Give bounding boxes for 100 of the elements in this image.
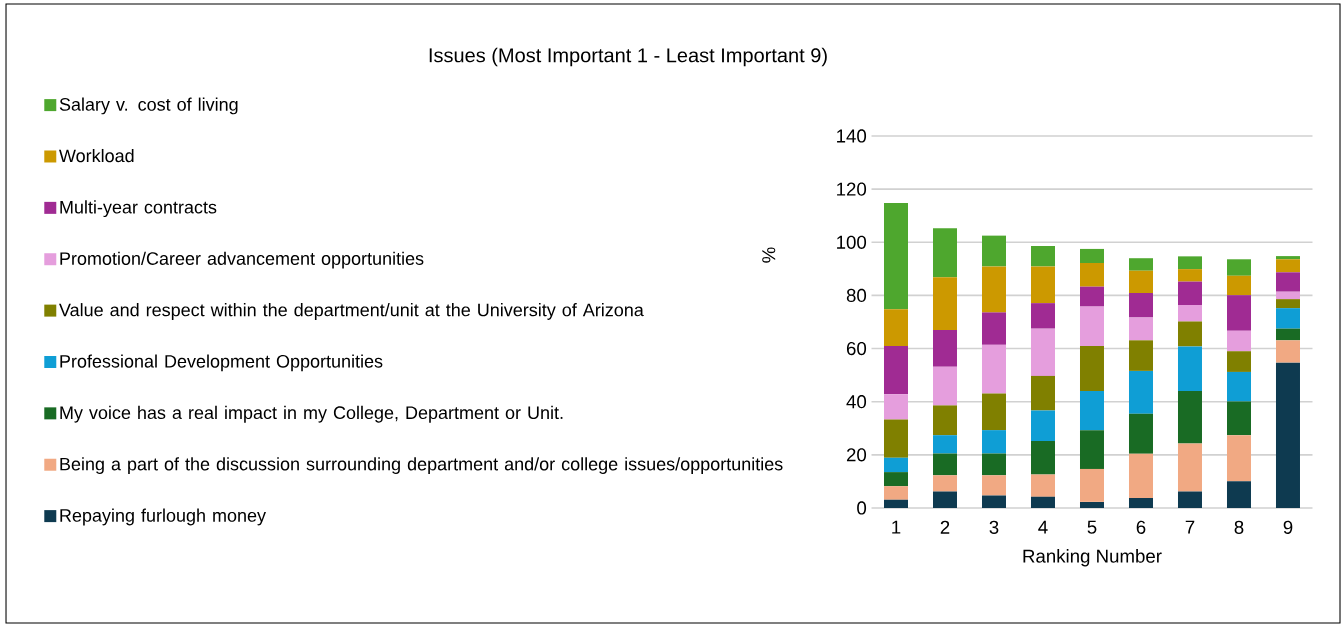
legend-label: Promotion/Career advancement opportunities [60,251,424,269]
bar [933,435,957,454]
bar [1128,370,1153,414]
bar [981,453,1006,476]
bar [1226,435,1251,482]
bar [1079,248,1104,263]
bar [1128,270,1153,294]
bar [1030,496,1055,508]
bar [1128,258,1153,271]
y-tick-label: 80 [846,288,867,303]
bar [1275,362,1300,508]
bar [933,453,957,476]
bar [884,472,908,487]
bar [981,344,1006,394]
bar [1177,391,1202,444]
legend-label: Professional Development Opportunities [60,354,383,372]
bar [981,475,1006,496]
x-tick-label: 8 [1234,520,1244,534]
bar [1079,263,1104,287]
bar [884,486,908,500]
x-axis-title: Ranking Number [1023,549,1162,567]
bar [1177,269,1202,282]
bar [1177,491,1202,508]
bar [884,457,908,473]
y-tick-label: 140 [837,129,867,143]
bar [1226,371,1251,402]
bar [1128,413,1153,454]
bar [1030,375,1055,411]
legend-label: My voice has a real impact in my College, Department or Unit. [60,405,563,423]
legend-label: Salary v. cost of living [59,97,238,115]
x-tick-label: 5 [1087,520,1097,534]
bar [1226,259,1251,276]
bar [884,202,908,310]
y-tick-label: 60 [846,341,867,356]
bar [1226,481,1251,508]
bar [1275,256,1300,260]
y-tick-label: 0 [857,501,867,515]
bar [884,419,908,458]
bar [1079,306,1104,346]
bar [1079,501,1104,508]
legend-label: Multi-year contracts [60,200,217,218]
legend-label: Workload [59,148,134,163]
bar [1177,256,1202,270]
x-tick-label: 3 [989,520,999,534]
y-tick-label: 120 [837,182,867,196]
bar [1275,291,1300,300]
bar [1177,346,1202,392]
bar [933,475,957,492]
bar [1079,391,1104,431]
bar [981,495,1006,508]
bar [981,266,1006,313]
y-tick-label: 100 [837,235,867,249]
bar [933,329,957,367]
bar [1030,410,1055,442]
bar [1177,304,1202,322]
x-tick-label: 1 [892,520,901,534]
bar [1030,328,1055,376]
bar [1177,281,1202,305]
y-tick-label: 40 [846,395,867,409]
bar [981,430,1006,454]
bar [981,393,1006,431]
legend-label: Value and respect within the department/unit at the University of Arizona [59,303,644,320]
text: Issues (Most Important 1 - Least Important 9) [429,47,827,67]
x-tick-label: 2 [940,520,950,534]
bar [1275,272,1300,292]
bar [1226,401,1251,436]
legend-label: Repaying furlough money [60,508,266,526]
bar [884,309,908,346]
bar [1030,266,1055,304]
bar [1128,453,1153,498]
bar [1128,293,1153,318]
y-tick-label: 20 [846,448,867,462]
bar [1226,295,1251,331]
legend-label: Being a part of the discussion surrounding department and/or college issues/opportunities [60,457,783,474]
bar [884,499,908,508]
bar [933,228,957,278]
bar [1226,330,1251,352]
bar [1226,351,1251,372]
bar [933,366,957,406]
bar [1030,245,1055,267]
bar [981,312,1006,345]
bar [1079,430,1104,469]
bar [1177,321,1202,347]
x-tick-label: 6 [1136,520,1146,534]
bar [1079,468,1104,502]
bar [1275,328,1300,341]
bar [933,405,957,436]
bar [1177,443,1202,492]
bar [1226,275,1251,296]
bar [1079,345,1104,392]
bar [1128,340,1153,371]
bar [1128,317,1153,341]
bar [1079,286,1104,307]
bar [1128,497,1153,508]
bar [933,491,957,508]
bar [884,394,908,420]
bar [1275,308,1300,329]
bar [1030,441,1055,475]
bar [884,345,908,395]
bar [1030,474,1055,497]
